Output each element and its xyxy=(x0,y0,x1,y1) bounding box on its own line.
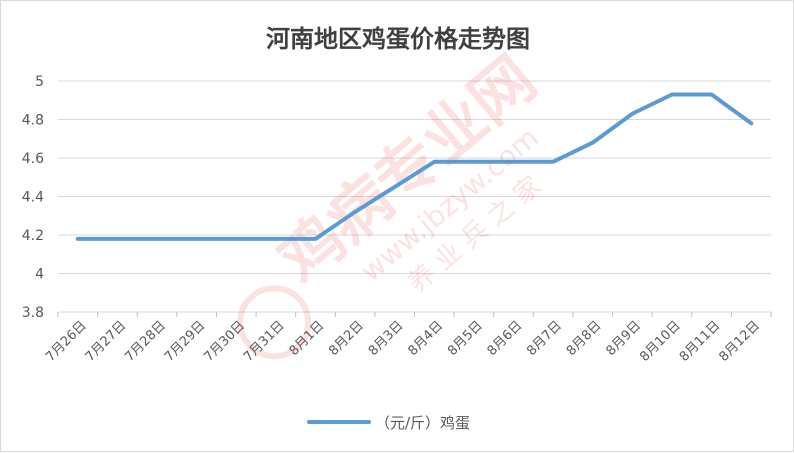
data-point xyxy=(670,92,674,96)
x-tick-label: 8月11日 xyxy=(677,318,724,365)
data-point xyxy=(472,160,476,164)
x-tick-label: 8月2日 xyxy=(326,318,367,359)
x-tick-label: 8月8日 xyxy=(564,318,605,359)
x-tick-label: 7月30日 xyxy=(202,318,249,365)
chart-title: 河南地区鸡蛋价格走势图 xyxy=(266,25,530,53)
data-point xyxy=(749,121,753,125)
data-point xyxy=(512,160,516,164)
data-point xyxy=(591,141,595,145)
x-axis-ticks: 7月26日7月27日7月28日7月29日7月30日7月31日8月1日8月2日8月… xyxy=(43,312,772,365)
x-tick-label: 7月26日 xyxy=(43,318,90,365)
data-point xyxy=(551,160,555,164)
x-tick-label: 8月10日 xyxy=(637,318,684,365)
legend-label: （元/斤）鸡蛋 xyxy=(375,414,470,432)
data-point xyxy=(195,237,199,241)
data-point xyxy=(76,237,80,241)
data-point xyxy=(353,210,357,214)
y-tick-label: 5 xyxy=(35,74,44,90)
data-point xyxy=(710,92,714,96)
watermark-logo-icon xyxy=(237,285,312,360)
series-layer xyxy=(75,92,754,241)
series-line xyxy=(75,92,754,241)
y-tick-label: 4.8 xyxy=(22,113,44,129)
data-point xyxy=(234,237,238,241)
x-tick-label: 8月3日 xyxy=(366,318,407,359)
y-tick-label: 4 xyxy=(35,267,44,283)
x-tick-label: 8月12日 xyxy=(716,318,763,365)
x-tick-label: 8月6日 xyxy=(485,318,526,359)
y-tick-label: 3.8 xyxy=(22,305,44,321)
legend: （元/斤）鸡蛋 xyxy=(307,414,470,432)
data-point xyxy=(313,237,317,241)
x-tick-label: 7月29日 xyxy=(162,318,209,365)
y-tick-label: 4.6 xyxy=(22,151,44,167)
data-point xyxy=(630,112,634,116)
gridlines xyxy=(58,80,771,313)
data-point xyxy=(274,237,278,241)
x-tick-label: 8月7日 xyxy=(524,318,565,359)
y-tick-label: 4.4 xyxy=(22,190,44,206)
data-point xyxy=(115,237,119,241)
y-axis-ticks: 3.8 4 4.2 4.4 4.6 4.8 5 xyxy=(22,74,44,321)
x-tick-label: 8月5日 xyxy=(445,318,486,359)
data-point xyxy=(155,237,159,241)
x-tick-label: 7月28日 xyxy=(122,318,169,365)
x-tick-label: 7月27日 xyxy=(83,318,130,365)
y-tick-label: 4.2 xyxy=(22,228,44,244)
data-point xyxy=(432,160,436,164)
data-point xyxy=(393,185,397,189)
x-tick-label: 8月4日 xyxy=(405,318,446,359)
